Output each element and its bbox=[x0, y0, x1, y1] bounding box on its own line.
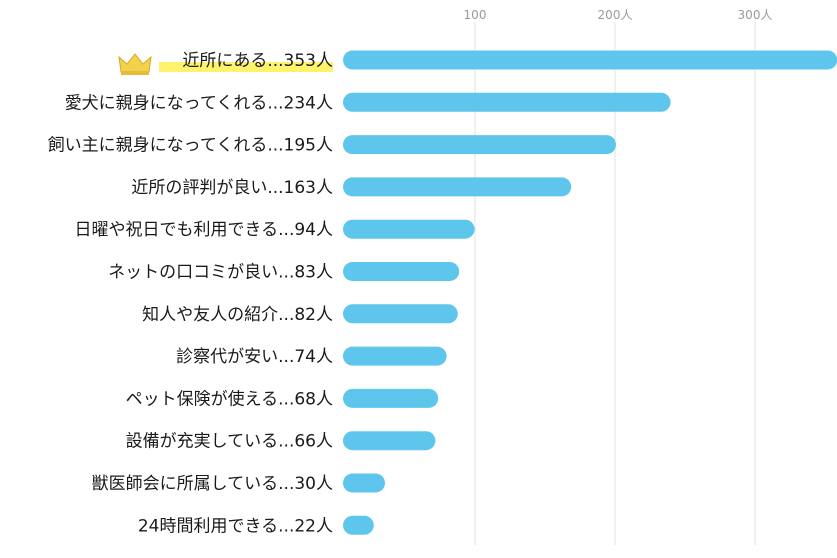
category-label: 日曜や祝日でも利用できる...94人 bbox=[74, 220, 333, 240]
bar bbox=[343, 346, 447, 366]
category-label: 知人や友人の紹介...82人 bbox=[142, 305, 333, 325]
bar bbox=[343, 304, 458, 324]
x-tick-label: 300人 bbox=[738, 8, 773, 22]
bar bbox=[343, 515, 374, 535]
category-label: ペット保険が使える...68人 bbox=[126, 388, 333, 409]
category-label: 近所にある...353人 bbox=[182, 51, 333, 71]
x-tick-label: 100 bbox=[464, 8, 487, 22]
crown-band bbox=[121, 71, 149, 75]
bars bbox=[343, 50, 837, 535]
category-label: 24時間利用できる...22人 bbox=[138, 516, 333, 536]
category-label: 設備が充実している...66人 bbox=[126, 432, 333, 452]
x-tick-label: 200人 bbox=[598, 8, 633, 22]
category-label: 近所の評判が良い...163人 bbox=[131, 178, 333, 198]
category-label: 診察代が安い...74人 bbox=[176, 347, 333, 367]
bar bbox=[343, 50, 837, 70]
bar bbox=[343, 135, 616, 155]
category-label: 獣医師会に所属している...30人 bbox=[92, 474, 333, 494]
category-label: ネットの口コミが良い...83人 bbox=[108, 263, 333, 283]
bar bbox=[343, 219, 475, 239]
crown-shape bbox=[118, 53, 152, 73]
label-highlight bbox=[159, 62, 333, 72]
bar bbox=[343, 92, 671, 112]
category-label: 飼い主に親身になってくれる...195人 bbox=[48, 136, 333, 156]
tick-labels: 100 200人 300人 bbox=[464, 8, 773, 22]
category-labels: 近所にある...353人愛犬に親身になってくれる...234人飼い主に親身になっ… bbox=[48, 51, 333, 536]
bar bbox=[343, 177, 572, 197]
bar bbox=[343, 431, 436, 451]
crown-icon bbox=[118, 53, 152, 75]
bar bbox=[343, 388, 439, 408]
bar bbox=[343, 262, 460, 281]
category-label: 愛犬に親身になってくれる...234人 bbox=[65, 93, 333, 113]
bar bbox=[343, 473, 385, 493]
